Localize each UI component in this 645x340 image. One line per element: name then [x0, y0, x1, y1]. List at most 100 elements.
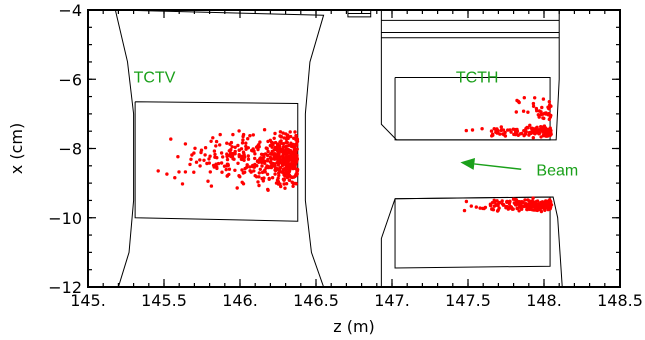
- data-point: [266, 188, 270, 192]
- data-point: [294, 172, 298, 176]
- data-point: [231, 151, 235, 156]
- data-point: [281, 167, 286, 172]
- data-point: [281, 131, 285, 135]
- data-point: [260, 164, 264, 168]
- data-point: [225, 157, 230, 162]
- data-point: [522, 129, 526, 133]
- data-point: [245, 165, 249, 169]
- data-point: [276, 163, 280, 167]
- data-point: [259, 159, 264, 163]
- data-point: [229, 140, 234, 145]
- data-point: [294, 134, 298, 138]
- data-point: [241, 134, 245, 139]
- data-point: [212, 149, 217, 153]
- data-point: [286, 157, 291, 161]
- data-point: [513, 202, 517, 206]
- data-point: [269, 152, 274, 156]
- data-point: [277, 148, 281, 153]
- data-point: [198, 164, 202, 168]
- data-point: [287, 178, 292, 182]
- data-point: [177, 170, 181, 174]
- data-point: [294, 148, 298, 152]
- data-point: [215, 166, 219, 171]
- data-point: [495, 199, 499, 203]
- data-point: [499, 125, 503, 129]
- data-point: [273, 172, 277, 176]
- data-point: [213, 152, 217, 157]
- data-point: [284, 155, 288, 159]
- data-point: [462, 208, 467, 213]
- data-point: [220, 170, 224, 174]
- data-point: [531, 101, 536, 106]
- y-tick-label: −8: [58, 140, 82, 159]
- data-point: [238, 175, 242, 179]
- data-point: [274, 156, 279, 161]
- data-point: [261, 170, 266, 174]
- x-tick-label: 148.: [526, 291, 562, 310]
- data-point: [246, 146, 250, 150]
- data-point: [515, 98, 519, 103]
- data-point: [287, 170, 291, 174]
- data-point: [276, 153, 280, 158]
- data-point: [284, 161, 288, 165]
- data-point: [248, 169, 252, 173]
- data-point: [539, 200, 543, 205]
- data-point: [269, 157, 274, 161]
- data-point: [230, 145, 234, 149]
- data-point: [497, 200, 502, 205]
- data-point: [209, 184, 214, 188]
- y-tick-label: −4: [58, 1, 82, 20]
- data-point: [241, 138, 245, 142]
- data-point: [269, 165, 273, 170]
- data-point: [237, 129, 241, 133]
- data-point: [295, 156, 299, 160]
- data-point: [219, 161, 224, 165]
- data-point: [198, 158, 202, 162]
- data-point: [262, 128, 267, 132]
- data-point: [527, 207, 531, 211]
- x-tick-label: 147.: [374, 291, 410, 310]
- data-point: [277, 157, 281, 161]
- data-point: [194, 160, 199, 164]
- data-point: [270, 162, 275, 167]
- data-point: [276, 176, 280, 180]
- data-point: [248, 134, 252, 138]
- data-point: [542, 111, 547, 116]
- data-point: [264, 166, 268, 170]
- data-point: [289, 134, 293, 139]
- data-point: [272, 136, 276, 140]
- data-point: [548, 131, 553, 136]
- data-point: [211, 136, 215, 140]
- data-point: [549, 200, 553, 204]
- data-point: [225, 154, 229, 159]
- data-point: [266, 159, 270, 163]
- data-point: [246, 137, 250, 141]
- data-point: [250, 148, 254, 153]
- data-point: [290, 159, 294, 163]
- data-point: [528, 123, 532, 128]
- data-point: [268, 138, 272, 142]
- data-point: [541, 97, 546, 101]
- data-point: [469, 204, 473, 208]
- data-point: [518, 132, 522, 136]
- data-point: [293, 166, 297, 170]
- data-point: [288, 130, 292, 134]
- data-point: [464, 199, 469, 204]
- data-point: [282, 173, 286, 177]
- data-point: [502, 133, 506, 137]
- data-point: [543, 208, 547, 212]
- data-point: [253, 156, 257, 161]
- data-point: [496, 208, 500, 212]
- data-point: [500, 199, 504, 203]
- data-point: [203, 153, 207, 157]
- data-point: [284, 182, 289, 186]
- data-point: [293, 174, 297, 179]
- data-point: [280, 163, 285, 168]
- tctv-housing-outline: [114, 9, 325, 288]
- data-point: [533, 132, 537, 136]
- data-point: [478, 206, 482, 210]
- x-tick-label: 145.5: [141, 291, 187, 310]
- x-tick-label: 146.: [222, 291, 258, 310]
- data-point: [287, 143, 291, 148]
- data-point: [188, 162, 192, 167]
